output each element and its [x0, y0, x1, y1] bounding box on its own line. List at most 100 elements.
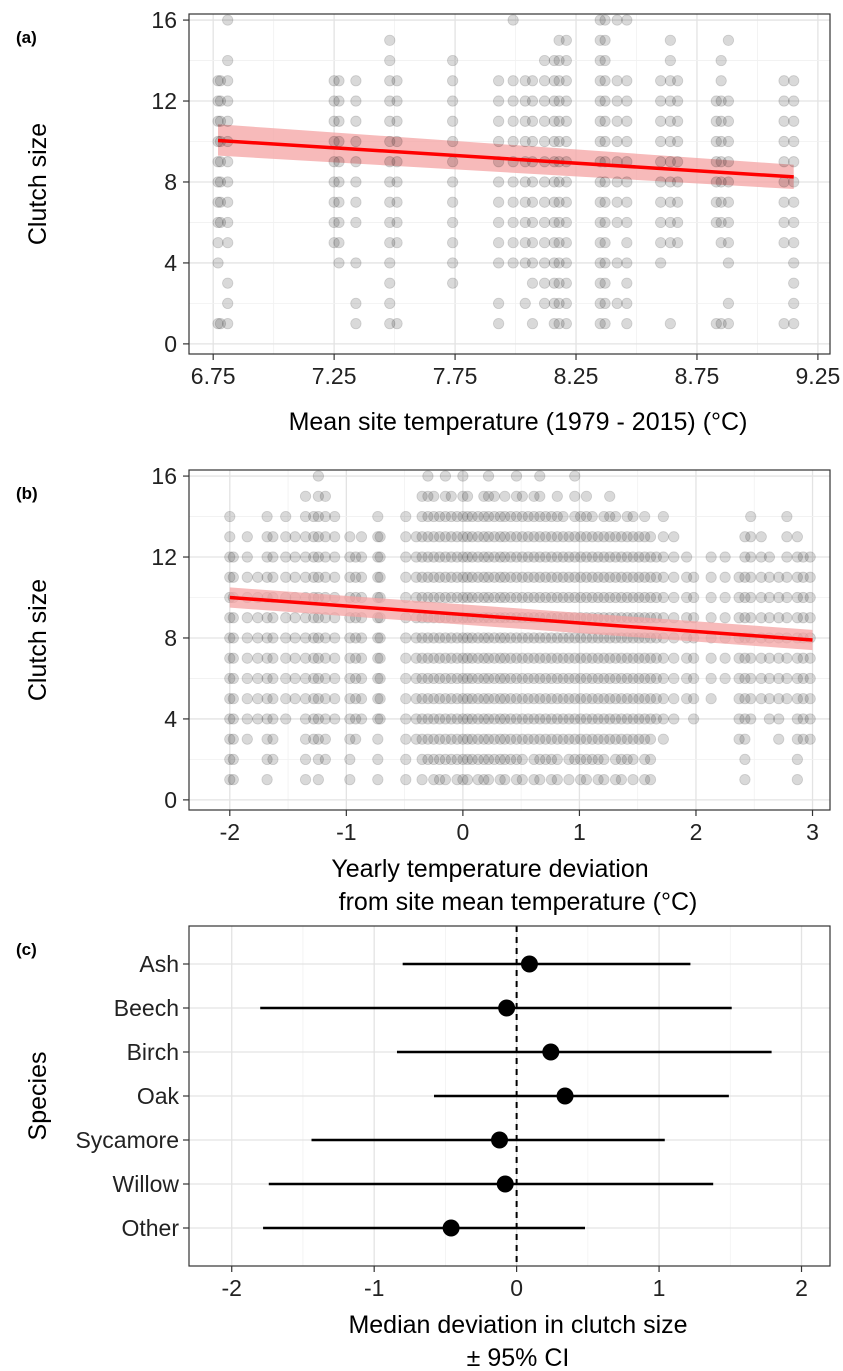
data-point	[457, 774, 469, 786]
data-point	[657, 733, 669, 745]
data-point	[374, 632, 386, 644]
data-point	[384, 257, 396, 269]
data-point	[241, 693, 253, 705]
data-point	[482, 571, 495, 583]
data-point	[461, 510, 474, 523]
data-point	[400, 652, 412, 664]
data-point	[439, 713, 451, 725]
data-point	[664, 34, 676, 46]
data-point	[773, 693, 785, 705]
data-point	[428, 531, 440, 543]
data-point	[609, 733, 622, 745]
data-point	[439, 470, 451, 482]
data-point	[580, 774, 593, 786]
data-point	[214, 95, 227, 107]
data-point	[715, 54, 727, 67]
data-point	[773, 733, 785, 745]
data-point	[627, 652, 639, 664]
data-point	[592, 591, 604, 604]
data-point	[280, 551, 292, 563]
data-point	[482, 652, 495, 664]
data-point	[710, 135, 722, 148]
data-point	[664, 237, 676, 249]
data-point	[267, 733, 279, 745]
data-point	[763, 693, 775, 705]
data-point	[540, 632, 552, 644]
data-point	[560, 115, 572, 127]
data-point	[439, 531, 451, 543]
data-point	[560, 135, 572, 148]
data-point	[592, 774, 604, 786]
data-point	[633, 591, 645, 604]
data-point	[528, 672, 540, 685]
data-point	[545, 672, 558, 685]
data-point	[553, 297, 565, 310]
data-point	[384, 135, 396, 148]
panel-c-label: (c)	[16, 940, 37, 959]
data-point	[586, 591, 598, 604]
data-point	[715, 156, 727, 168]
data-point	[763, 672, 775, 685]
data-point	[457, 470, 469, 482]
data-point	[519, 237, 531, 249]
data-point	[639, 733, 651, 745]
data-point	[299, 693, 312, 705]
data-point	[499, 490, 511, 502]
data-point	[569, 571, 581, 583]
data-point	[350, 257, 362, 269]
species-label-sycamore: Sycamore	[75, 1127, 179, 1153]
data-point	[289, 612, 301, 624]
data-point	[773, 652, 785, 664]
data-point	[312, 551, 324, 563]
data-point	[688, 693, 700, 705]
data-point	[447, 196, 459, 208]
data-point	[548, 297, 560, 310]
data-point	[545, 693, 558, 705]
data-point	[655, 216, 667, 229]
data-point	[261, 551, 273, 563]
data-point	[319, 632, 331, 644]
data-point	[627, 551, 639, 563]
data-point	[472, 531, 484, 543]
data-point	[410, 713, 422, 725]
data-point	[681, 551, 693, 563]
data-point	[227, 713, 239, 725]
data-point	[540, 672, 552, 685]
data-point	[214, 318, 227, 330]
data-point	[594, 135, 606, 148]
data-point	[422, 490, 434, 502]
data-point	[224, 733, 236, 745]
data-point	[534, 531, 546, 543]
data-point	[526, 257, 539, 269]
data-point	[494, 531, 506, 543]
data-point	[224, 713, 236, 725]
data-point	[516, 693, 528, 705]
data-point	[312, 490, 324, 502]
data-point	[333, 135, 345, 148]
data-point	[400, 551, 412, 563]
data-point	[621, 733, 633, 745]
data-point	[599, 75, 611, 87]
data-point	[563, 531, 575, 543]
data-point	[644, 672, 657, 685]
data-point	[445, 753, 457, 766]
data-point	[384, 95, 396, 107]
data-point	[719, 591, 731, 604]
data-point	[439, 733, 451, 745]
data-point	[538, 237, 551, 249]
data-point	[224, 551, 236, 563]
data-point	[350, 551, 362, 563]
data-point	[639, 713, 651, 725]
data-point	[627, 713, 639, 725]
data-point	[797, 591, 809, 604]
data-point	[560, 95, 572, 107]
data-point	[439, 693, 451, 705]
data-point	[472, 713, 484, 725]
data-point	[439, 753, 451, 766]
data-point	[482, 693, 495, 705]
data-point	[745, 693, 757, 705]
data-point	[655, 135, 667, 148]
data-point	[422, 672, 434, 685]
data-point	[655, 156, 667, 168]
data-point	[548, 237, 560, 249]
